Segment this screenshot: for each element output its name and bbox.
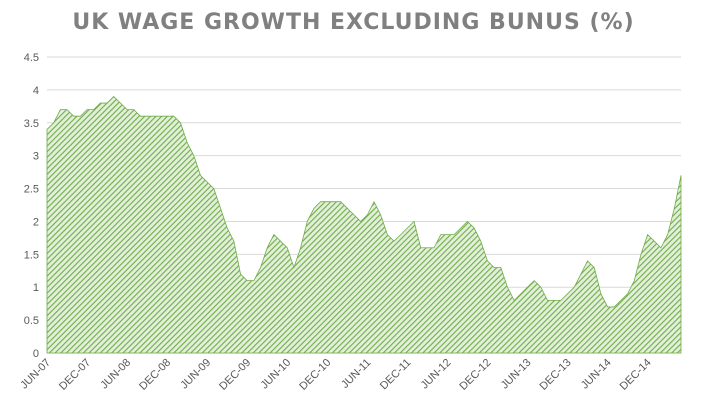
x-tick-label: JUN-12 [419,357,454,392]
x-tick-label: DEC-12 [457,357,493,393]
x-tick-label: JUN-14 [579,357,614,392]
y-tick-label: 0 [33,348,39,360]
x-tick-label: DEC-09 [217,357,253,393]
y-tick-label: 4.5 [24,52,39,64]
x-tick-label: JUN-09 [178,357,213,392]
y-tick-label: 4 [33,85,39,97]
y-tick-label: 1 [33,282,39,294]
area-series [46,95,682,354]
y-tick-label: 3.5 [24,118,39,130]
y-tick-label: 3 [33,151,39,163]
x-tick-label: DEC-10 [297,357,333,393]
y-tick-label: 1.5 [24,249,39,261]
x-tick-label: JUN-10 [259,357,294,392]
y-tick-label: 0.5 [24,315,39,327]
x-tick-label: JUN-08 [98,357,133,392]
x-tick-label: DEC-08 [137,357,173,393]
x-tick-label: DEC-13 [538,357,574,393]
x-tick-label: JUN-07 [18,357,53,392]
area-fill [46,95,682,354]
y-tick-label: 2.5 [24,184,39,196]
x-tick-label: JUN-13 [499,357,534,392]
x-tick-label: DEC-11 [378,357,414,393]
x-tick-label: DEC-07 [57,357,93,393]
chart-title: UK WAGE GROWTH EXCLUDING BUNUS (%) [72,10,635,35]
y-tick-label: 2 [33,216,39,228]
x-tick-label: DEC-14 [618,357,654,393]
x-tick-label: JUN-11 [339,357,373,391]
